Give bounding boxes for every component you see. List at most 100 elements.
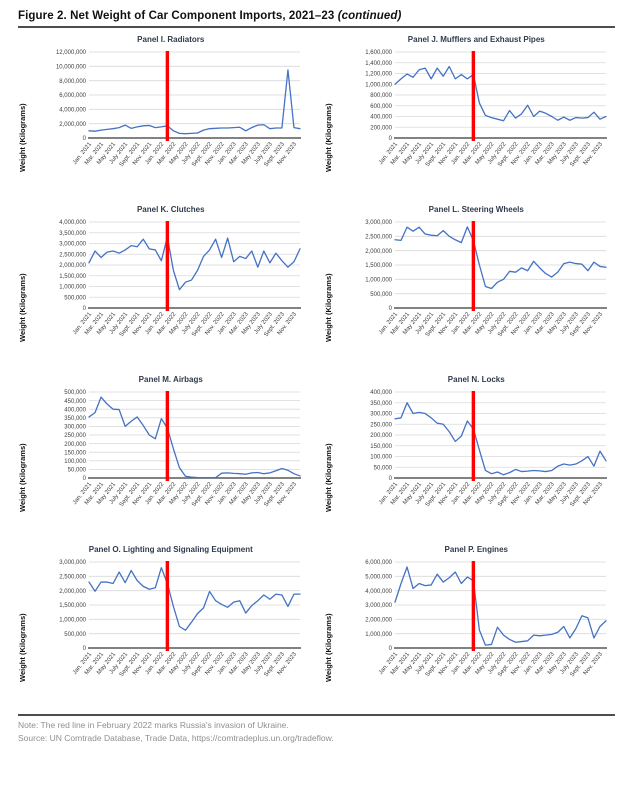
y-tick-label: 500,000 xyxy=(370,292,392,298)
data-line xyxy=(393,566,607,646)
figure-title: Figure 2. Net Weight of Car Component Im… xyxy=(18,10,615,22)
y-tick-label: 500,000 xyxy=(64,390,86,396)
footer-rule xyxy=(18,714,615,716)
y-axis-title: Weight (Kilograms) xyxy=(18,613,27,683)
y-tick-label: 350,000 xyxy=(64,416,86,422)
y-tick-label: 50,000 xyxy=(68,468,87,474)
chart-canvas: 0 500,000 1,000,000 1,500,000 2,000,000 2,500… xyxy=(59,220,301,338)
y-tick-label: 200,000 xyxy=(64,442,86,448)
y-tick-label: 0 xyxy=(83,646,87,652)
y-tick-label: 0 xyxy=(388,476,392,482)
panel-title: Panel I. Radiators xyxy=(137,35,205,44)
y-tick-label: 450,000 xyxy=(64,399,86,405)
y-tick-label: 300,000 xyxy=(64,425,86,431)
chart-canvas: 0 500,000 1,000,000 1,500,000 2,000,000 2,500… xyxy=(59,560,301,678)
panel-title: Panel N. Locks xyxy=(447,375,505,384)
y-tick-label: 2,000,000 xyxy=(59,263,86,269)
y-tick-label: 1,200,000 xyxy=(365,72,392,78)
figure-title-continued: (continued) xyxy=(337,10,402,22)
y-tick-label: 1,000,000 xyxy=(59,285,86,291)
y-tick-label: 2,500,000 xyxy=(59,252,86,258)
y-tick-label: 3,000,000 xyxy=(365,220,392,226)
y-tick-label: 250,000 xyxy=(64,433,86,439)
y-tick-label: 2,000,000 xyxy=(59,589,86,595)
y-tick-label: 8,000,000 xyxy=(59,79,86,85)
data-line xyxy=(88,396,301,479)
y-tick-label: 4,000,000 xyxy=(365,589,392,595)
y-tick-label: 100,000 xyxy=(64,459,86,465)
y-tick-label: 3,000,000 xyxy=(365,603,392,609)
y-tick-label: 2,500,000 xyxy=(59,575,86,581)
y-tick-label: 250,000 xyxy=(370,422,392,428)
y-tick-label: 1,500,000 xyxy=(365,263,392,269)
y-tick-label: 3,000,000 xyxy=(59,242,86,248)
y-tick-label: 400,000 xyxy=(370,115,392,121)
y-tick-label: 200,000 xyxy=(370,125,392,131)
panel-title: Panel O. Lighting and Signaling Equipmen… xyxy=(88,545,253,554)
y-tick-label: 0 xyxy=(83,136,87,142)
y-tick-label: 200,000 xyxy=(370,433,392,439)
y-tick-label: 1,500,000 xyxy=(59,603,86,609)
y-tick-label: 1,400,000 xyxy=(365,61,392,67)
y-tick-label: 1,000,000 xyxy=(365,632,392,638)
y-tick-label: 1,500,000 xyxy=(59,274,86,280)
y-tick-label: 1,000,000 xyxy=(365,278,392,284)
chart-canvas: 0 2,000,000 4,000,000 6,000,000 8,000,000 10,… xyxy=(56,50,301,168)
y-tick-label: 5,000,000 xyxy=(365,575,392,581)
panel-j-mufflers-and-exhaust-pipes: Panel J. Mufflers and Exhaust Pipes Weig… xyxy=(324,30,616,197)
y-tick-label: 1,000,000 xyxy=(365,82,392,88)
panel-p-engines: Panel P. Engines Weight (Kilograms) 0 1,0… xyxy=(324,540,616,707)
figure-note: Note: The red line in February 2022 mark… xyxy=(18,720,289,730)
y-tick-label: 4,000,000 xyxy=(59,220,86,226)
y-tick-label: 100,000 xyxy=(370,455,392,461)
y-axis-title: Weight (Kilograms) xyxy=(323,273,333,343)
y-tick-label: 2,000,000 xyxy=(59,122,86,128)
charts-grid: Panel I. Radiators Weight (Kilograms) 0 2… xyxy=(18,30,615,707)
panel-o-lighting-and-signaling-equipment: Panel O. Lighting and Signaling Equipmen… xyxy=(18,540,310,707)
panel-title: Panel L. Steering Wheels xyxy=(428,205,524,214)
panel-m-airbags: Panel M. Airbags Weight (Kilograms) 0 50,… xyxy=(18,370,310,537)
y-tick-label: 6,000,000 xyxy=(59,93,86,99)
y-tick-label: 2,000,000 xyxy=(365,618,392,624)
y-tick-label: 4,000,000 xyxy=(59,108,86,114)
data-line xyxy=(88,69,301,135)
y-axis-title: Weight (Kilograms) xyxy=(18,103,27,173)
y-axis-title: Weight (Kilograms) xyxy=(323,443,333,513)
panel-title: Panel K. Clutches xyxy=(136,205,205,214)
chart-canvas: 0 50,000 100,000 150,000 200,000 250,000 300,0… xyxy=(64,390,301,508)
y-tick-label: 0 xyxy=(83,476,87,482)
y-tick-label: 0 xyxy=(83,306,87,312)
data-line xyxy=(393,402,607,476)
y-tick-label: 400,000 xyxy=(64,407,86,413)
y-tick-label: 150,000 xyxy=(370,444,392,450)
y-tick-label: 150,000 xyxy=(64,450,86,456)
y-tick-label: 0 xyxy=(388,306,392,312)
y-tick-label: 0 xyxy=(388,646,392,652)
y-tick-label: 1,600,000 xyxy=(365,50,392,56)
y-tick-label: 2,000,000 xyxy=(365,249,392,255)
y-tick-label: 800,000 xyxy=(370,93,392,99)
panel-title: Panel J. Mufflers and Exhaust Pipes xyxy=(407,35,545,44)
data-line xyxy=(393,65,607,122)
y-tick-label: 1,000,000 xyxy=(59,618,86,624)
y-tick-label: 2,500,000 xyxy=(365,235,392,241)
y-tick-label: 10,000,000 xyxy=(56,65,87,71)
panel-l-steering-wheels: Panel L. Steering Wheels Weight (Kilogra… xyxy=(324,200,616,367)
y-axis-title: Weight (Kilograms) xyxy=(323,103,333,173)
y-tick-label: 0 xyxy=(388,136,392,142)
data-line xyxy=(393,226,607,290)
panel-i-radiators: Panel I. Radiators Weight (Kilograms) 0 2… xyxy=(18,30,310,197)
y-axis-title: Weight (Kilograms) xyxy=(18,273,27,343)
panel-n-locks: Panel N. Locks Weight (Kilograms) 0 50,00… xyxy=(324,370,616,537)
title-rule xyxy=(18,26,615,28)
y-tick-label: 300,000 xyxy=(370,412,392,418)
panel-k-clutches: Panel K. Clutches Weight (Kilograms) 0 50… xyxy=(18,200,310,367)
y-tick-label: 600,000 xyxy=(370,104,392,110)
chart-canvas: 0 500,000 1,000,000 1,500,000 2,000,000 2,500… xyxy=(365,220,607,338)
y-tick-label: 500,000 xyxy=(64,632,86,638)
y-tick-label: 50,000 xyxy=(373,465,392,471)
figure-source: Source: UN Comtrade Database, Trade Data… xyxy=(18,733,334,744)
y-tick-label: 400,000 xyxy=(370,390,392,396)
y-axis-title: Weight (Kilograms) xyxy=(323,613,333,683)
panel-title: Panel P. Engines xyxy=(444,545,508,554)
